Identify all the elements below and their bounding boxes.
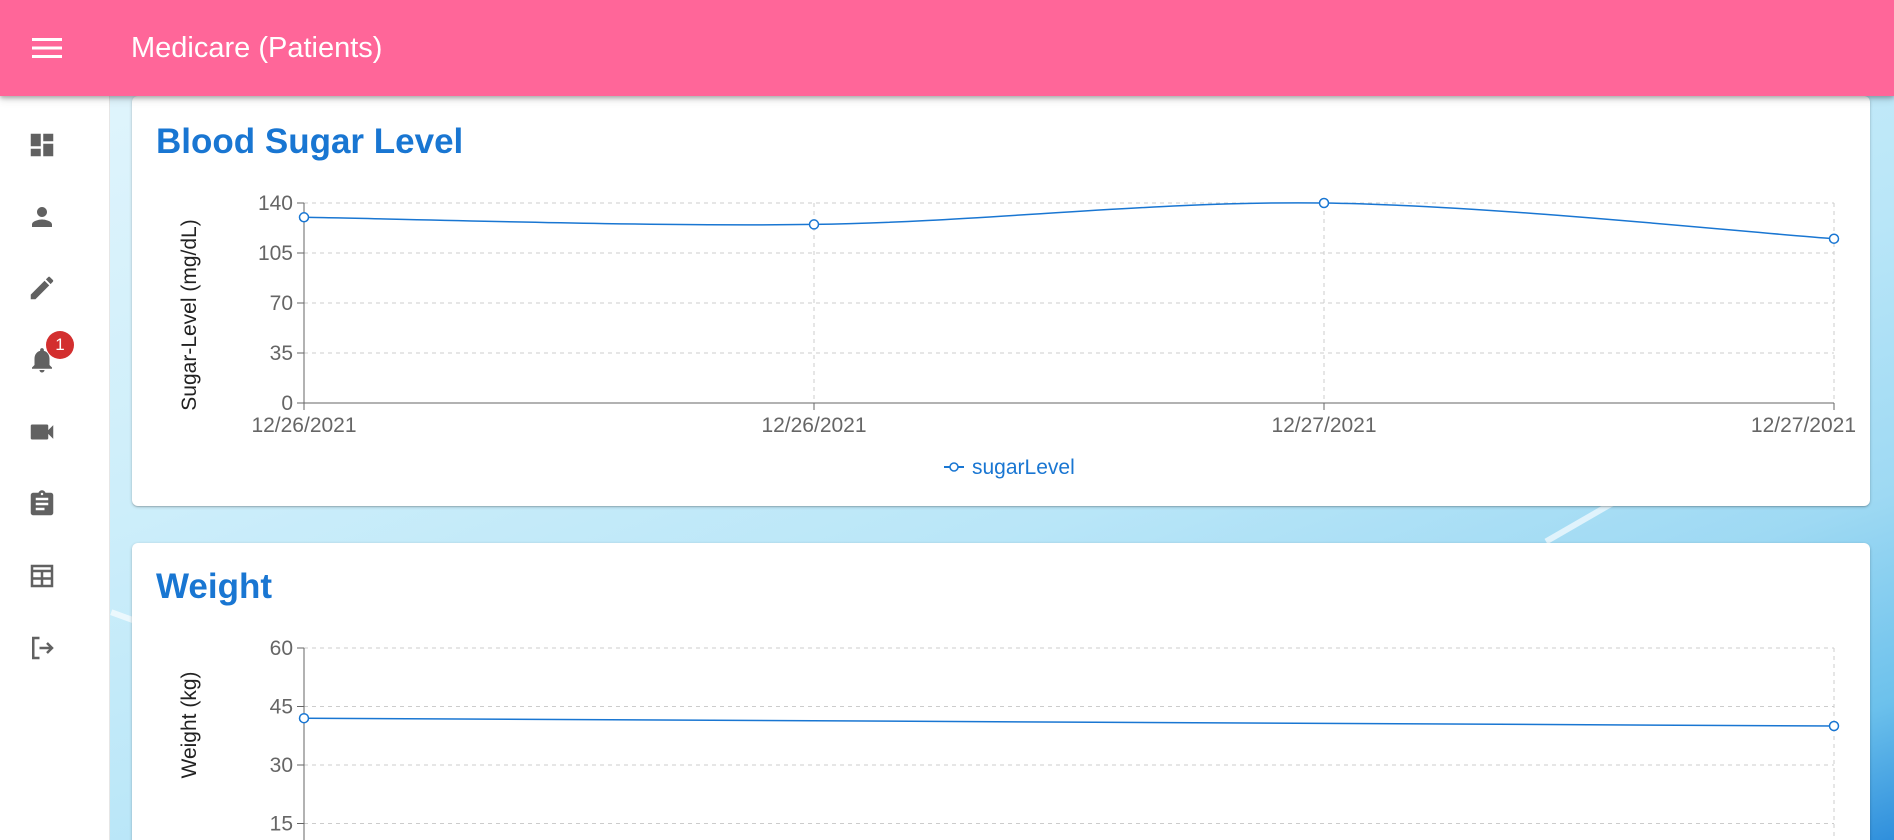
- dashboard-icon: [30, 133, 54, 157]
- x-tick-label: 12/26/2021: [251, 414, 356, 437]
- nav-schedule[interactable]: [18, 552, 66, 600]
- y-axis-label: Weight (kg): [178, 672, 201, 779]
- assignment-icon: [30, 490, 54, 516]
- legend-label: sugarLevel: [972, 456, 1075, 479]
- x-tick-label: 12/27/2021: [1271, 414, 1376, 437]
- y-tick-label: 35: [270, 342, 293, 365]
- x-tick-label: 12/27/2021: [1751, 414, 1856, 437]
- nav-logout[interactable]: [18, 624, 66, 672]
- menu-icon: [32, 38, 62, 58]
- edit-icon: [30, 276, 54, 300]
- y-tick-label: 45: [270, 696, 293, 719]
- blood-sugar-card: Blood Sugar Level 0 35 70 105 140 12/26/2021 1…: [132, 96, 1870, 506]
- logout-icon: [32, 636, 54, 660]
- nav-profile[interactable]: [18, 193, 66, 241]
- y-tick-label: 140: [258, 192, 293, 215]
- card-title: Blood Sugar Level: [156, 122, 464, 161]
- y-tick-label: 30: [270, 754, 293, 777]
- sidebar: 1: [0, 96, 110, 840]
- app-bar: Medicare (Patients): [0, 0, 1894, 96]
- person-icon: [32, 207, 52, 227]
- data-point: [1828, 720, 1840, 732]
- y-tick-label: 70: [270, 292, 293, 315]
- card-title: Weight: [156, 567, 273, 606]
- app-title: Medicare (Patients): [131, 32, 383, 64]
- nav-assignments[interactable]: [18, 480, 66, 528]
- weight-card: Weight 15 30 45 60 Weight (kg): [132, 543, 1870, 840]
- nav-notifications[interactable]: 1: [18, 331, 74, 384]
- y-tick-label: 60: [270, 637, 293, 660]
- y-axis-label: Sugar-Level (mg/dL): [178, 219, 201, 410]
- series-line: [303, 202, 1835, 240]
- nav-edit[interactable]: [18, 264, 66, 312]
- calendar-table-icon: [30, 564, 54, 588]
- x-tick-label: 12/26/2021: [761, 414, 866, 437]
- y-tick-label: 15: [270, 813, 293, 836]
- main-content[interactable]: Blood Sugar Level 0 35 70 105 140 12/26/2021 1…: [110, 96, 1894, 840]
- nav-video-call[interactable]: [18, 408, 66, 456]
- y-tick-label: 0: [281, 392, 293, 415]
- data-point: [808, 219, 820, 230]
- y-tick-label: 105: [258, 242, 293, 265]
- data-point: [298, 212, 310, 223]
- videocam-icon: [30, 424, 54, 440]
- menu-button[interactable]: [26, 30, 68, 66]
- blood-sugar-chart: 0 35 70 105 140 12/26/2021 12/26/2021 12/27/202…: [178, 192, 1856, 479]
- notifications-icon: [32, 348, 52, 373]
- notification-badge: 1: [46, 331, 74, 359]
- series-line: [303, 717, 1835, 727]
- data-point: [298, 712, 310, 724]
- nav-dashboard[interactable]: [18, 121, 66, 169]
- legend-marker-point: [949, 462, 959, 472]
- weight-chart: 15 30 45 60 Weight (kg): [178, 637, 1840, 840]
- data-point: [1318, 197, 1330, 209]
- data-point: [1828, 233, 1840, 244]
